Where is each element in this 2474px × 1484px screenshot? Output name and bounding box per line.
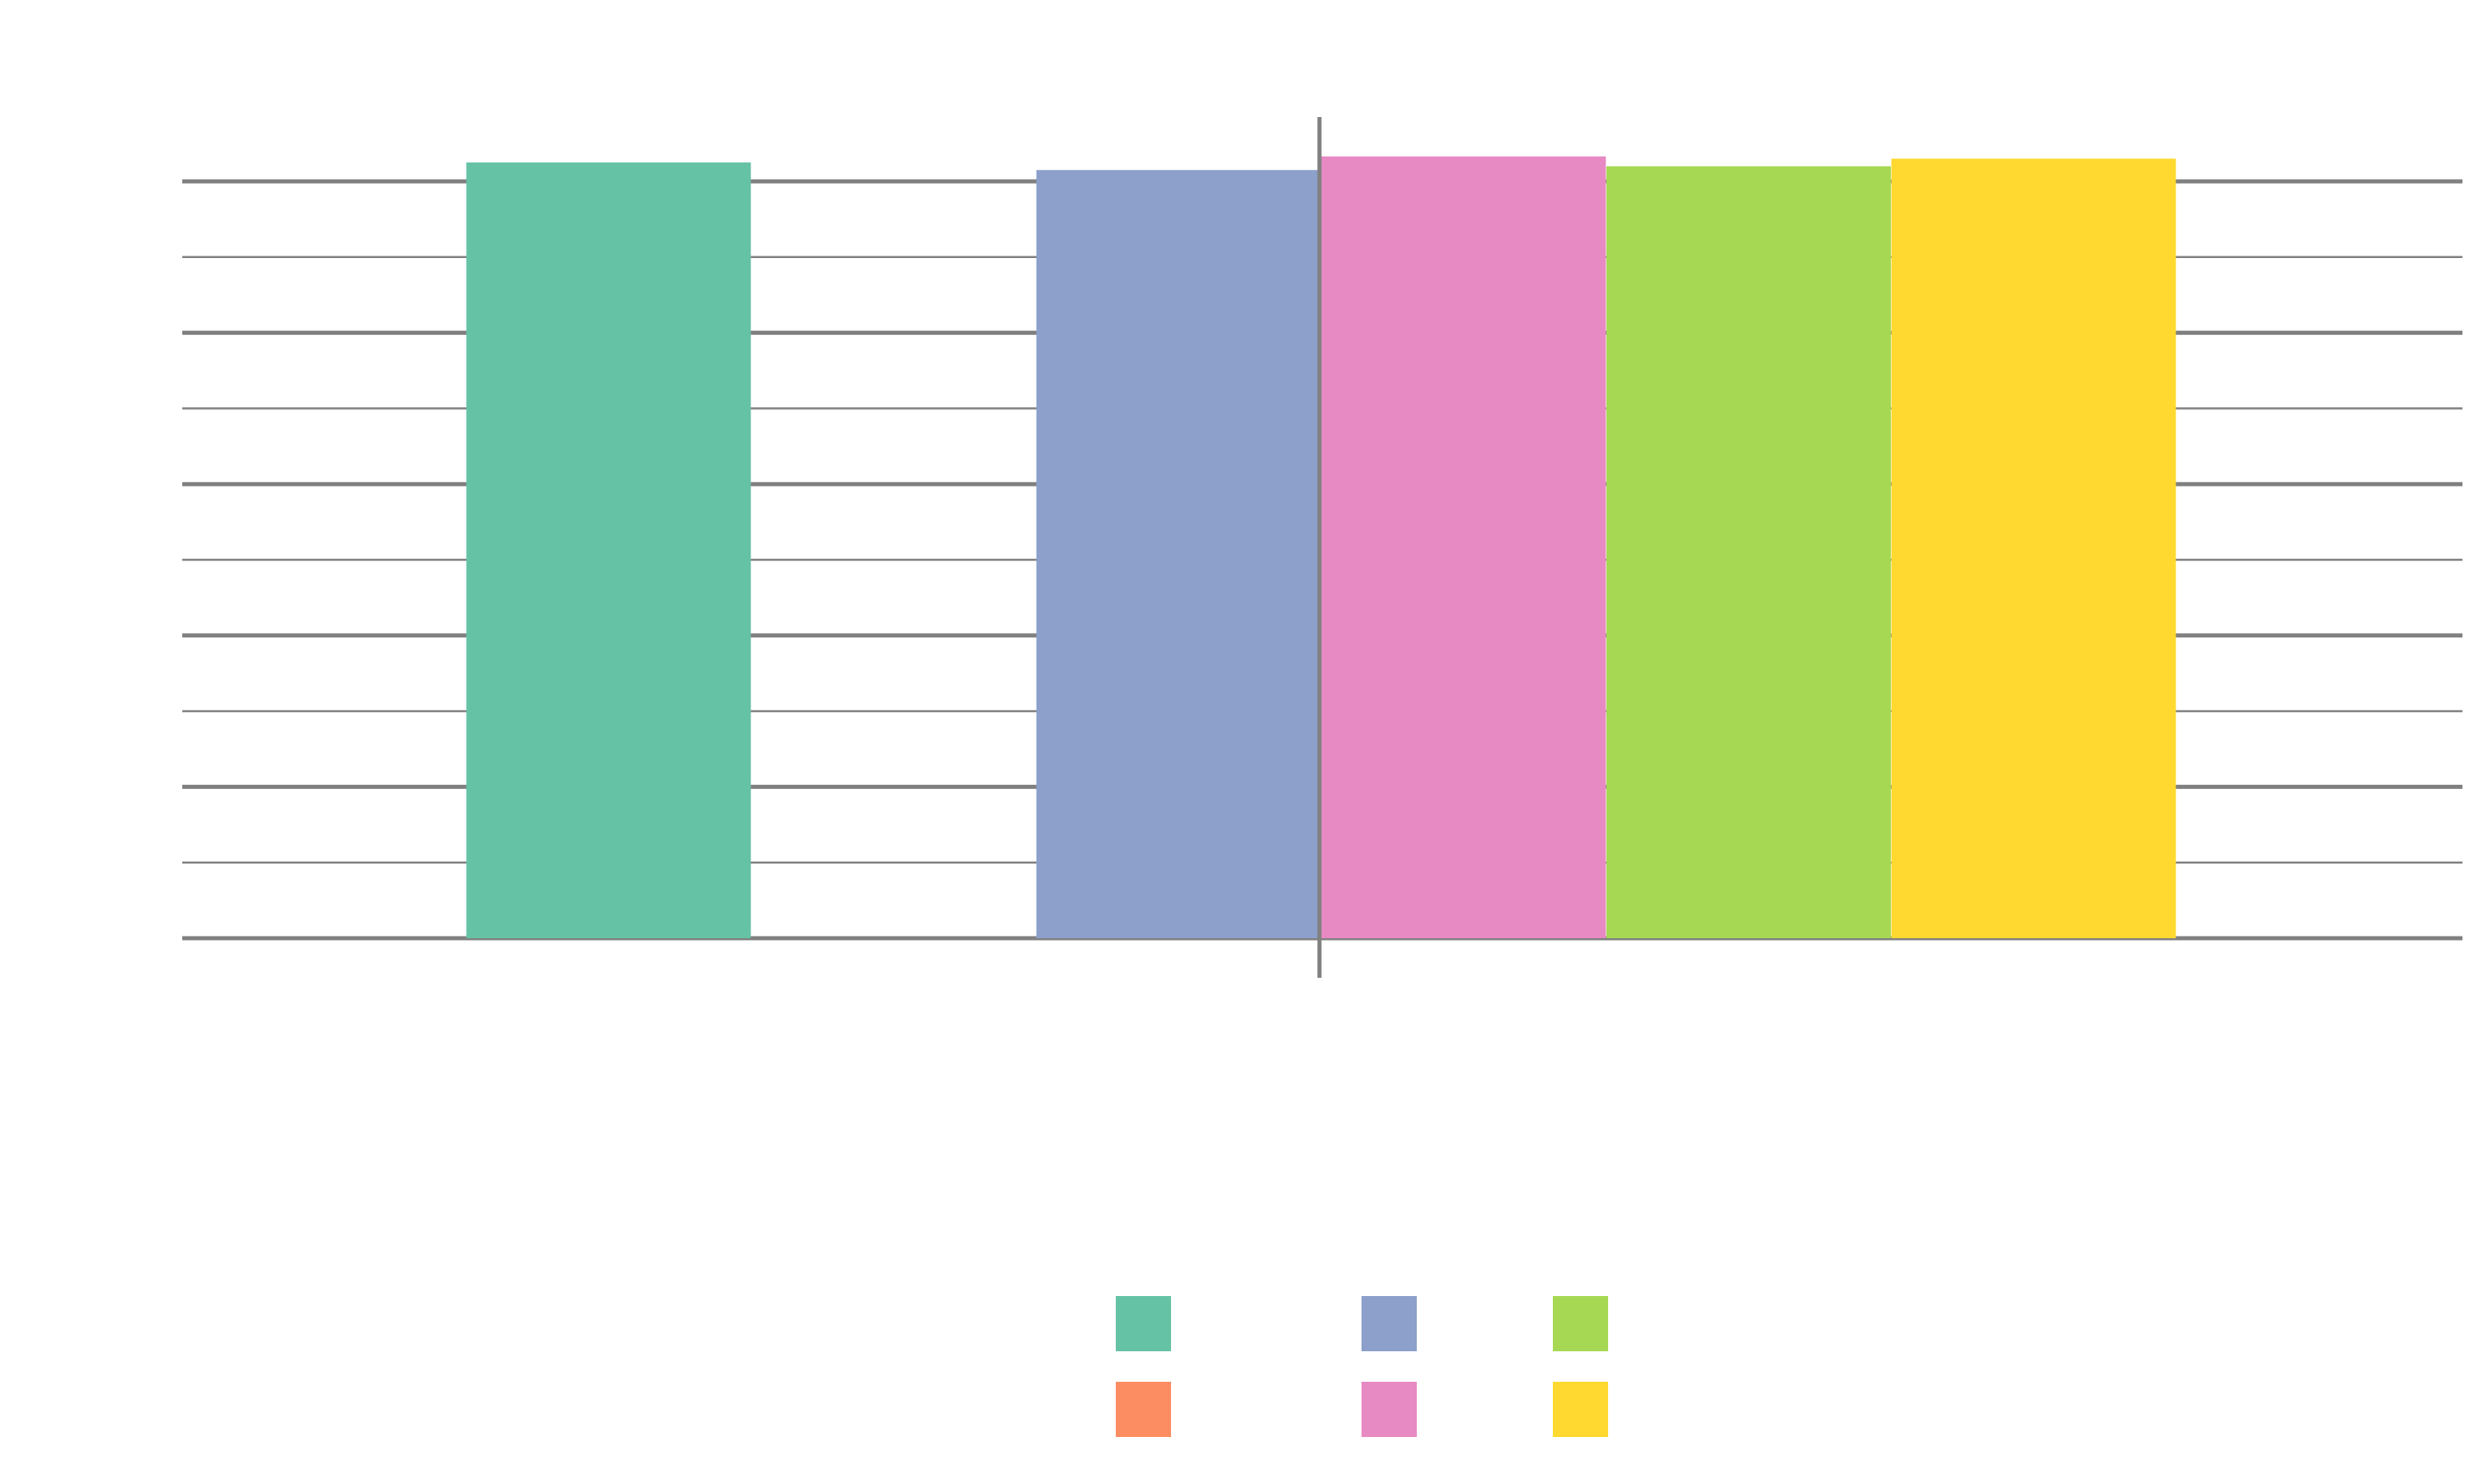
legend-swatch-6 [1553, 1382, 1608, 1437]
legend-swatch-5 [1553, 1296, 1608, 1351]
bar-5 [1606, 166, 1891, 938]
legend-swatch-3 [1362, 1296, 1417, 1351]
legend-swatch-4 [1362, 1382, 1417, 1437]
bar-3 [1036, 170, 1321, 939]
bar-6 [1891, 158, 2176, 938]
bar-4 [1321, 156, 1606, 938]
bar-1 [466, 162, 751, 939]
legend-swatch-1 [1116, 1296, 1171, 1351]
legend [1116, 1296, 1608, 1437]
bars [466, 156, 2176, 939]
legend-swatch-2 [1116, 1382, 1171, 1437]
